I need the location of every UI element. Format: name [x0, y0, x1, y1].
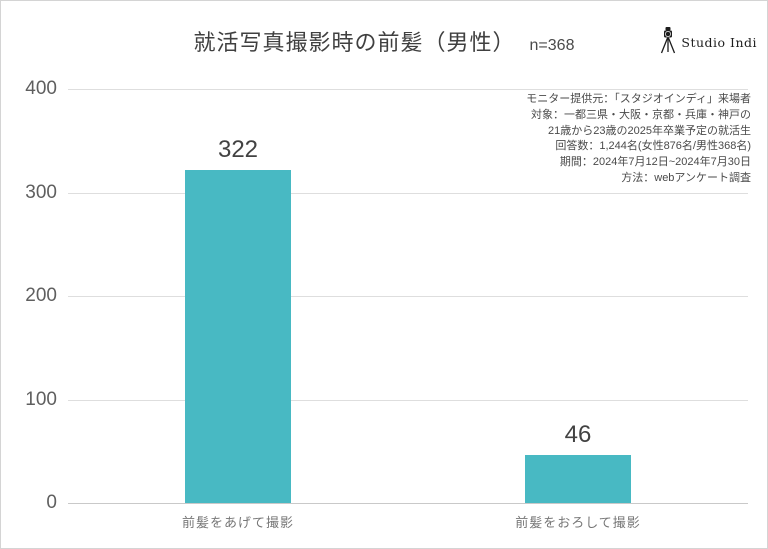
gridline	[68, 192, 748, 194]
logo-text: Studio Indi	[681, 35, 757, 50]
y-tick-label: 300	[25, 181, 57, 203]
bar	[525, 455, 631, 503]
annotation-line: 方法：webアンケート調査	[621, 171, 751, 184]
y-tick-label: 400	[25, 78, 57, 99]
x-category-label: 前髪をおろして撮影	[515, 515, 641, 530]
gridline	[68, 89, 748, 90]
bar	[185, 169, 291, 503]
y-tick-label: 100	[25, 388, 57, 410]
gridline	[68, 296, 748, 297]
x-category-label: 前髪をあげて撮影	[181, 515, 294, 530]
x-axis-line	[68, 503, 748, 504]
y-tick-label: 200	[25, 285, 57, 306]
sample-size: n=368	[529, 37, 575, 54]
survey-annotation: モニター提供元：「スタジオインディ」来場者 対象：一都三県・大阪・京都・兵庫・神…	[526, 92, 751, 187]
annotation-line: 回答数：1,244名(女性876名/男性368名)	[555, 140, 751, 153]
annotation-line: モニター提供元：「スタジオインディ」来場者	[526, 93, 751, 105]
annotation-line: 期間：2024年7月12日~2024年7月30日	[559, 156, 751, 169]
bar-value-label: 322	[217, 135, 259, 163]
camera-tripod-icon	[660, 25, 676, 60]
chart-title-row: 就活写真撮影時の前髪（男性） n=368	[1, 25, 767, 57]
annotation-line: 対象：一都三県・大阪・京都・兵庫・神戸の	[531, 108, 751, 121]
chart-title: 就活写真撮影時の前髪（男性）	[193, 30, 516, 55]
studio-logo: Studio Indi	[660, 25, 757, 60]
annotation-line: 21歳から23歳の2025年卒業予定の就活生	[548, 124, 751, 137]
y-tick-label: 0	[46, 492, 57, 513]
gridline	[68, 399, 748, 401]
bar-value-label: 46	[564, 421, 592, 449]
